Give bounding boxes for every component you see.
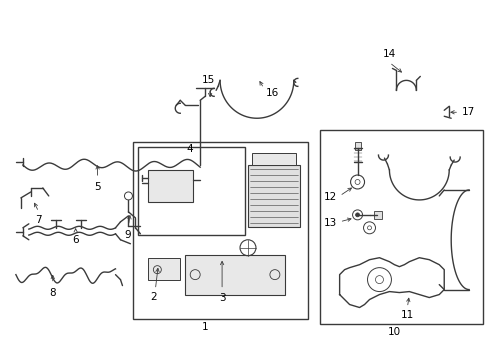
Text: 14: 14 [382,49,395,59]
Text: 6: 6 [72,235,79,245]
Bar [148,258,180,280]
Circle shape [355,213,359,217]
Text: 3: 3 [218,293,225,302]
Text: 1: 1 [202,323,208,332]
Bar [133,142,307,319]
Text: 13: 13 [323,218,336,228]
Text: 16: 16 [265,88,279,98]
Text: 9: 9 [124,230,130,240]
Bar [138,147,244,235]
Text: 12: 12 [323,192,336,202]
Text: 7: 7 [36,215,42,225]
Bar [148,170,193,202]
Text: 17: 17 [461,107,474,117]
Bar [374,211,382,219]
Text: 4: 4 [186,144,193,154]
Bar [251,153,295,165]
Text: 11: 11 [400,310,413,320]
Bar [247,165,299,227]
Text: 10: 10 [387,328,400,337]
Bar [319,130,482,324]
Text: 15: 15 [201,75,214,85]
Text: 5: 5 [94,182,101,192]
Bar [185,255,285,294]
Bar [354,142,360,150]
Text: 2: 2 [150,292,156,302]
Text: 8: 8 [49,288,56,298]
